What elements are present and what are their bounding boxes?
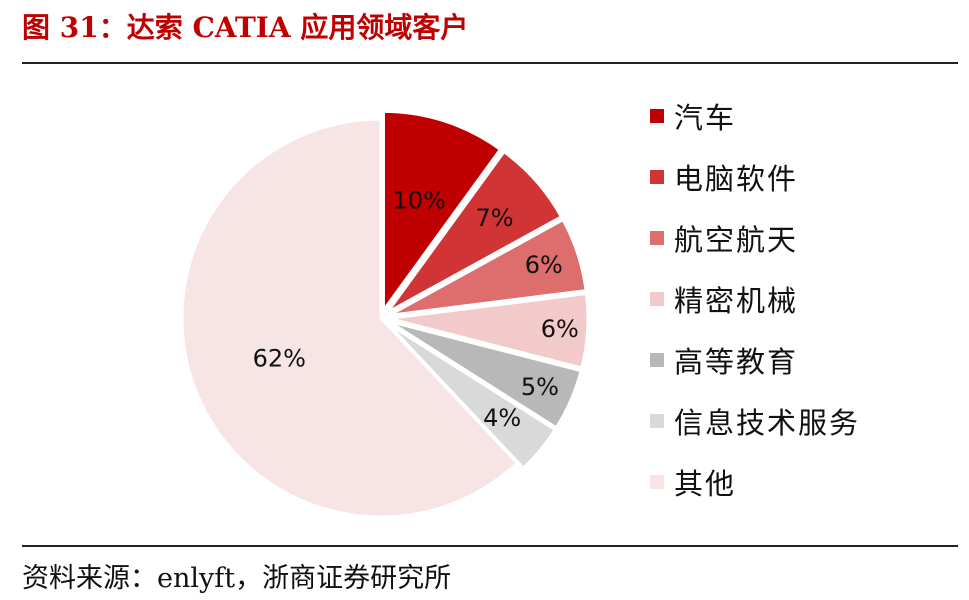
legend-label-1: 汽车 [674,100,737,135]
legend-label-7: 其他 [674,466,737,501]
legend-swatch-6 [650,413,664,428]
legend-swatch-3 [650,230,664,245]
slice-label-1: 10% [392,187,445,215]
pie-slice-2 [385,150,563,315]
pie-slice-4 [387,292,590,370]
legend-item-5: 高等教育 [650,329,950,390]
legend: 汽车电脑软件航空航天精密机械高等教育信息技术服务 其他 [650,85,950,512]
slice-label-6: 4% [483,404,521,432]
pie-slice-6 [385,321,557,470]
legend-item-2: 电脑软件 [650,146,950,207]
chart-title: 图 31：达索 CATIA 应用领域客户 [22,11,469,44]
legend-item-7: 其他 [650,451,950,512]
legend-item-1: 汽车 [650,85,950,146]
legend-label-3: 航空航天 [674,222,799,257]
legend-swatch-1 [650,108,664,123]
legend-label-2: 电脑软件 [674,161,799,196]
top-rule [22,62,958,64]
legend-swatch-7 [650,474,664,489]
slice-label-4: 6% [541,315,579,343]
legend-label-5: 高等教育 [674,344,799,379]
pie-slice-3 [387,218,588,318]
legend-item-6: 信息技术服务 [650,390,950,451]
legend-item-4: 精密机械 [650,268,950,329]
legend-label-4: 精密机械 [674,283,799,318]
legend-swatch-2 [650,169,664,184]
slice-label-2: 7% [475,204,513,232]
slice-label-5: 5% [521,373,559,401]
legend-swatch-4 [650,291,664,306]
slice-label-3: 6% [525,251,563,279]
source-note: 资料来源：enlyft，浙商证券研究所 [22,563,452,594]
pie-slice-7 [180,117,519,519]
pie-slice-5 [386,319,583,430]
pie-slice-1 [381,109,502,312]
slice-label-7: 62% [253,344,306,372]
bottom-rule [22,545,958,547]
legend-item-3: 航空航天 [650,207,950,268]
legend-swatch-5 [650,352,664,367]
pie-chart: 10% 7% 6% 6% 5%4% 62% [180,109,590,519]
legend-label-6: 信息技术服务 [674,405,861,440]
